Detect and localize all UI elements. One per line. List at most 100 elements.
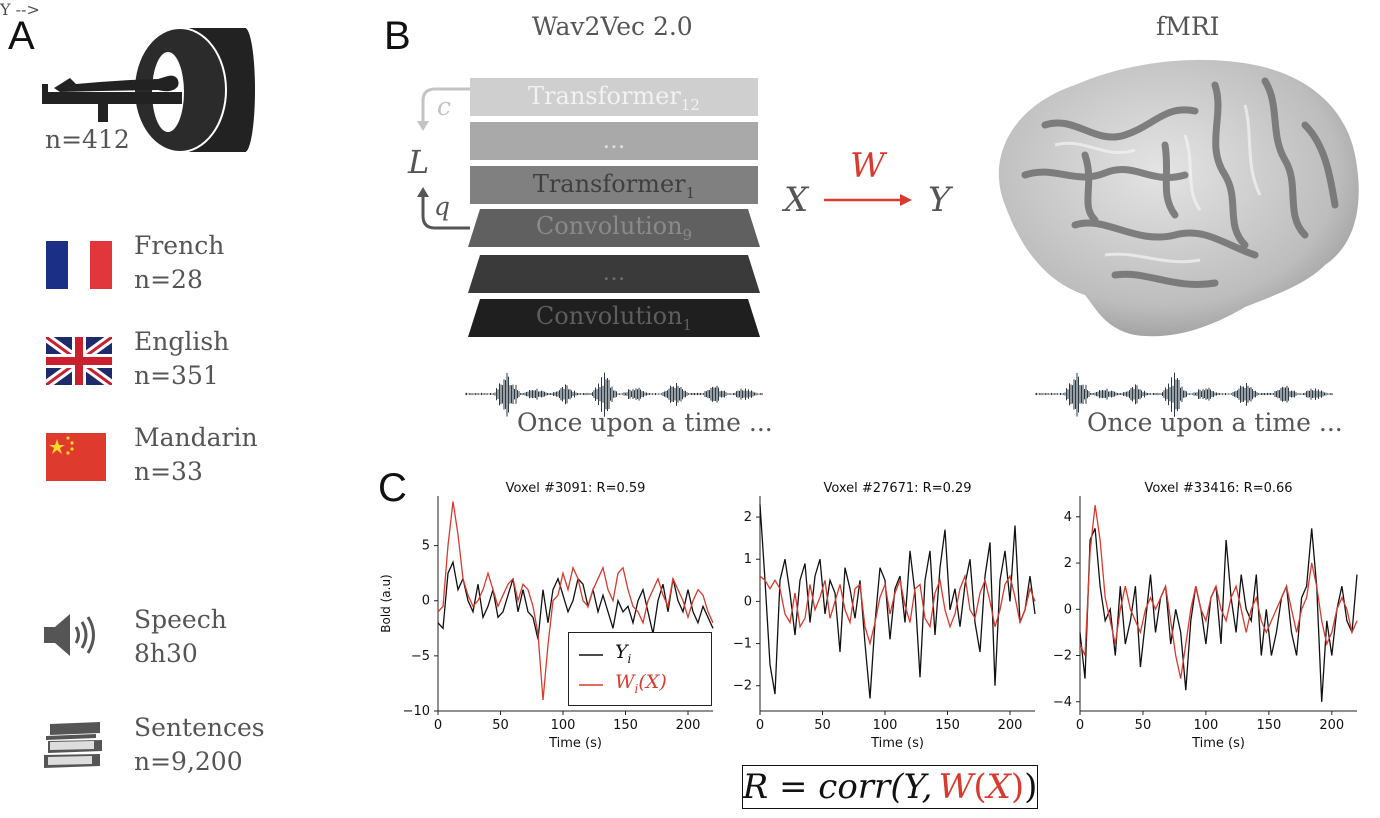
brain-title: fMRI (1156, 12, 1220, 41)
series-line-yi (437, 560, 714, 640)
c-label: c (437, 92, 452, 121)
layer-transformer-1: Transformer1 (470, 166, 758, 204)
language-name-french: French (134, 231, 225, 260)
x-tick-label: 200 (998, 718, 1023, 733)
participants-count: n=412 (45, 125, 130, 154)
y-tick-label: 2 (744, 510, 752, 525)
formula-suffix: ) (1024, 767, 1038, 807)
layer-label: Convolution1 (535, 302, 693, 334)
y-axis-label: Bold (a.u) (379, 574, 393, 632)
legend-swatches (579, 654, 603, 686)
y-tick-label: −2 (1053, 649, 1072, 664)
x-tick-label: 100 (873, 718, 898, 733)
loss-label: L (408, 143, 430, 181)
audio-waveform-right (1035, 372, 1333, 417)
x-tick-label: 0 (756, 718, 764, 733)
sentences-count: n=9,200 (134, 747, 243, 776)
panel-label-b: B (384, 14, 411, 58)
y-tick-label: 0 (422, 594, 430, 609)
y-tick-label: −4 (1053, 695, 1072, 710)
speech-label: Speech (134, 605, 227, 634)
books-icon (44, 722, 102, 768)
language-count-english: n=351 (134, 361, 219, 390)
voxel-chart-1: Voxel #3091: R=0.59 0 50 100 150 200 −10 −5 0 5 Ti… (379, 481, 714, 751)
language-count-french: n=28 (134, 265, 203, 294)
voxel-chart-3: Voxel #33416: R=0.66 0 50 100 150 200 −4 −2 0 2 4 T… (1053, 481, 1358, 751)
layer-label: Convolution9 (535, 212, 693, 244)
series-line-yi (759, 504, 1036, 699)
series-line-wix (759, 573, 1036, 647)
x-tick-label: 50 (1135, 718, 1152, 733)
layer-label: ... (602, 258, 626, 286)
mri-scanner-icon (42, 27, 255, 153)
legend-entry-yi: Yi (615, 641, 632, 666)
layer-label: Transformer1 (532, 170, 696, 202)
y-tick-label: 2 (1064, 556, 1072, 571)
caption-right: Once upon a time ... (1087, 408, 1343, 437)
x-tick-label: 200 (1319, 718, 1344, 733)
language-name-mandarin: Mandarin (134, 423, 258, 452)
legend-entry-wix: Wi(X) (615, 671, 667, 696)
panel-label-a: A (8, 14, 35, 58)
chart-title: Voxel #27671: R=0.29 (823, 481, 971, 496)
caption-left: Once upon a time ... (517, 408, 773, 437)
uk-flag-icon (46, 337, 112, 385)
chart-title: Voxel #33416: R=0.66 (1144, 481, 1292, 496)
layer-transformer-middle: ... (470, 122, 758, 160)
w-label: W (850, 146, 885, 186)
chart-title: Voxel #3091: R=0.59 (506, 481, 646, 496)
layer-convolution-1: Convolution1 (470, 299, 758, 337)
mapping-arrow (824, 194, 912, 206)
loss-arrows (417, 87, 470, 230)
china-flag-icon (46, 433, 106, 481)
audio-waveform-left (465, 372, 763, 417)
y-label: Y (928, 180, 951, 220)
france-flag-icon (46, 241, 112, 289)
correlation-formula: R = corr(Y, W ( X ) ) (742, 765, 1038, 809)
y-tick-label: 5 (422, 539, 430, 554)
formula-paren-close: ) (1010, 767, 1025, 807)
x-tick-label: 0 (434, 718, 442, 733)
language-name-english: English (134, 327, 230, 356)
formula-w: W (938, 767, 974, 807)
sentences-label: Sentences (134, 713, 265, 742)
x-tick-label: 150 (935, 718, 960, 733)
series-line-yi (1079, 528, 1358, 702)
x-tick-label: 200 (676, 718, 701, 733)
y-tick-label: 4 (1064, 510, 1072, 525)
y-tick-label: −10 (403, 704, 430, 719)
x-tick-label: 150 (1256, 718, 1281, 733)
speech-duration: 8h30 (134, 639, 198, 668)
layer-label: ... (602, 126, 626, 154)
formula-paren-open: ( (973, 767, 987, 807)
model-title: Wav2Vec 2.0 (532, 12, 693, 41)
speaker-icon (44, 614, 95, 656)
y-tick-label: −2 (733, 679, 752, 694)
brain-image (998, 59, 1359, 337)
convolution-layers-shape (468, 209, 760, 337)
series-line-wix (1079, 505, 1358, 679)
x-axis-label: Time (s) (870, 736, 924, 751)
y-tick-label: −1 (733, 637, 752, 652)
layer-transformer-12: Transformer12 (470, 78, 758, 116)
chart-legend: Yi Wi(X) (568, 632, 712, 706)
x-axis-label: Time (s) (548, 736, 602, 751)
layer-convolution-middle: ... (470, 255, 758, 293)
y-tick-label: 0 (1064, 602, 1072, 617)
panel-label-c: C (378, 466, 407, 510)
y-tick-label: 1 (744, 552, 752, 567)
layer-convolution-9: Convolution9 (470, 209, 758, 247)
x-label: X (784, 180, 809, 220)
x-tick-label: 150 (613, 718, 638, 733)
x-tick-label: 50 (814, 718, 831, 733)
layer-label: Transformer12 (528, 82, 700, 114)
y-tick-label: 0 (744, 594, 752, 609)
formula-x: X (986, 767, 1011, 807)
series-line-wix (437, 501, 714, 701)
x-tick-label: 0 (1076, 718, 1084, 733)
y-tick-label: −5 (411, 649, 430, 664)
voxel-charts: Voxel #3091: R=0.590 50 100 150 200−10−505Ti… (379, 481, 1358, 751)
language-count-mandarin: n=33 (134, 457, 203, 486)
voxel-chart-2: Voxel #27671: R=0.29 0 50 100 150 200 −2 −1 0 1 2 T… (733, 481, 1036, 751)
q-label: q (434, 192, 451, 221)
